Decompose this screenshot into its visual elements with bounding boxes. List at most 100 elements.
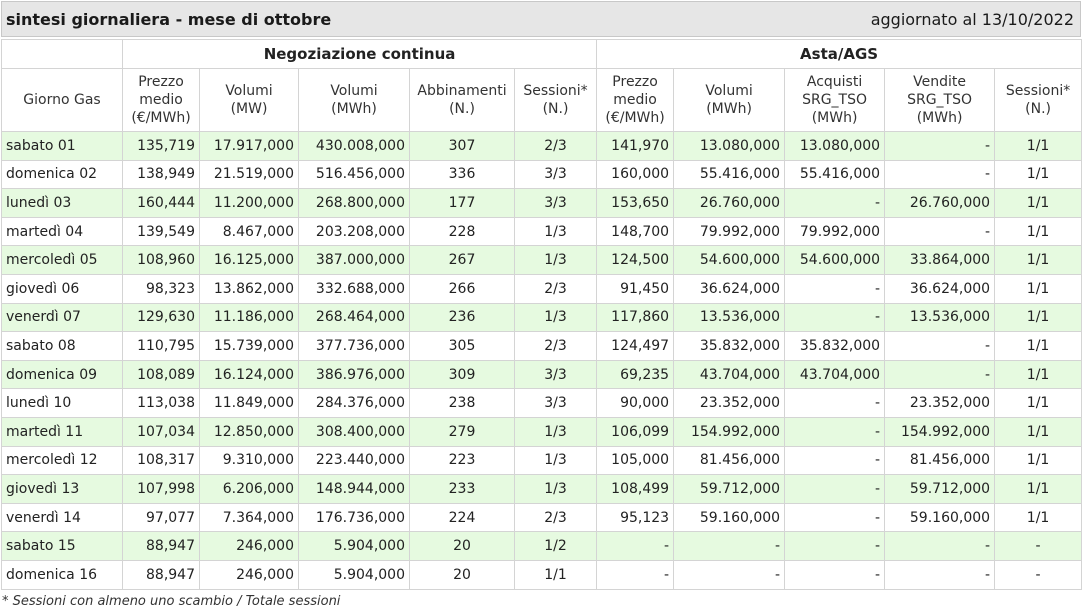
- cell-nc-vol-mwh: 5.904,000: [298, 531, 410, 561]
- table-row: venerdì 14 97,077 7.364,000 176.736,000 224 2…: [1, 502, 1083, 533]
- cell-nc-sessions: 1/3: [513, 216, 598, 247]
- cell-a-sessions: 1/1: [994, 245, 1083, 275]
- cell-day: domenica 09: [1, 359, 123, 390]
- cell-day: lunedì 03: [1, 188, 123, 218]
- cell-nc-price: 88,947: [122, 531, 200, 561]
- cell-a-buy: -: [784, 416, 886, 447]
- table-row: mercoledì 12 108,317 9.310,000 223.440,000 2…: [1, 445, 1083, 476]
- cell-a-sessions: 1/1: [994, 416, 1083, 447]
- cell-a-price: 95,123: [596, 502, 675, 533]
- cell-nc-price: 108,089: [122, 359, 200, 390]
- cell-nc-matches: 224: [409, 502, 515, 533]
- footnote: * Sessioni con almeno uno scambio / Tota…: [2, 594, 341, 609]
- cell-nc-vol-mwh: 268.464,000: [298, 302, 410, 333]
- column-header-a-vol-mwh: Volumi (MWh): [673, 68, 786, 132]
- column-header-day: Giorno Gas: [1, 68, 123, 132]
- cell-a-buy: 13.080,000: [784, 131, 886, 161]
- cell-a-price: 117,860: [596, 302, 675, 333]
- cell-a-vol-mwh: 35.832,000: [673, 331, 786, 361]
- cell-day: mercoledì 05: [1, 245, 123, 275]
- cell-a-sessions: 1/1: [994, 188, 1083, 218]
- cell-nc-vol-mwh: 516.456,000: [298, 159, 410, 190]
- cell-a-sessions: 1/1: [994, 445, 1083, 476]
- blank-header-cell: [1, 39, 123, 69]
- cell-nc-vol-mwh: 387.000,000: [298, 245, 410, 275]
- cell-a-sessions: 1/1: [994, 388, 1083, 418]
- table-row: domenica 16 88,947 246,000 5.904,000 20 1/1- -…: [1, 559, 1083, 590]
- column-header-nc-vol-mw: Volumi (MW): [199, 68, 299, 132]
- cell-nc-vol-mw: 6.206,000: [199, 474, 299, 504]
- cell-nc-price: 110,795: [122, 331, 200, 361]
- cell-day: lunedì 10: [1, 388, 123, 418]
- cell-nc-sessions: 1/3: [513, 445, 598, 476]
- cell-nc-sessions: 3/3: [513, 359, 598, 390]
- cell-a-price: -: [596, 531, 675, 561]
- cell-a-buy: -: [784, 474, 886, 504]
- cell-nc-matches: 20: [409, 531, 515, 561]
- cell-a-sell: 81.456,000: [884, 445, 996, 476]
- cell-nc-matches: 20: [409, 559, 515, 590]
- cell-a-sell: -: [884, 131, 996, 161]
- cell-a-vol-mwh: 26.760,000: [673, 188, 786, 218]
- cell-a-price: 105,000: [596, 445, 675, 476]
- table-row: giovedì 06 98,323 13.862,000 332.688,000 266…: [1, 273, 1083, 304]
- page-title: sintesi giornaliera - mese di ottobre: [6, 10, 332, 29]
- cell-nc-matches: 238: [409, 388, 515, 418]
- cell-nc-price: 107,998: [122, 474, 200, 504]
- cell-a-buy: -: [784, 388, 886, 418]
- table-row: lunedì 10 113,038 11.849,000 284.376,000 238…: [1, 388, 1083, 418]
- cell-day: sabato 08: [1, 331, 123, 361]
- cell-nc-price: 107,034: [122, 416, 200, 447]
- cell-a-sessions: 1/1: [994, 216, 1083, 247]
- cell-a-sessions: 1/1: [994, 359, 1083, 390]
- cell-nc-vol-mw: 16.125,000: [199, 245, 299, 275]
- cell-nc-sessions: 1/2: [513, 531, 598, 561]
- cell-a-buy: -: [784, 273, 886, 304]
- cell-a-buy: -: [784, 302, 886, 333]
- cell-a-sell: 23.352,000: [884, 388, 996, 418]
- cell-a-vol-mwh: -: [673, 531, 786, 561]
- cell-nc-sessions: 3/3: [513, 159, 598, 190]
- cell-nc-sessions: 2/3: [513, 331, 598, 361]
- cell-a-price: -: [596, 559, 675, 590]
- cell-nc-vol-mwh: 5.904,000: [298, 559, 410, 590]
- cell-a-vol-mwh: 54.600,000: [673, 245, 786, 275]
- cell-nc-matches: 223: [409, 445, 515, 476]
- cell-nc-matches: 266: [409, 273, 515, 304]
- cell-a-sessions: 1/1: [994, 131, 1083, 161]
- cell-nc-matches: 336: [409, 159, 515, 190]
- cell-a-price: 69,235: [596, 359, 675, 390]
- cell-a-sessions: 1/1: [994, 302, 1083, 333]
- cell-a-sell: 59.712,000: [884, 474, 996, 504]
- table-row: domenica 09 108,089 16.124,000 386.976,000 3…: [1, 359, 1083, 390]
- table-row: sabato 01 135,719 17.917,000 430.008,000 307…: [1, 131, 1083, 161]
- cell-day: giovedì 13: [1, 474, 123, 504]
- cell-a-sell: 26.760,000: [884, 188, 996, 218]
- cell-nc-matches: 233: [409, 474, 515, 504]
- cell-a-vol-mwh: 13.080,000: [673, 131, 786, 161]
- cell-day: venerdì 14: [1, 502, 123, 533]
- cell-nc-price: 138,949: [122, 159, 200, 190]
- table-row: mercoledì 05 108,960 16.125,000 387.000,000…: [1, 245, 1083, 275]
- cell-a-buy: 79.992,000: [784, 216, 886, 247]
- cell-nc-vol-mw: 21.519,000: [199, 159, 299, 190]
- cell-nc-sessions: 1/3: [513, 474, 598, 504]
- cell-nc-matches: 279: [409, 416, 515, 447]
- cell-nc-vol-mw: 17.917,000: [199, 131, 299, 161]
- cell-nc-sessions: 2/3: [513, 502, 598, 533]
- cell-nc-vol-mwh: 430.008,000: [298, 131, 410, 161]
- column-header-nc-vol-mwh: Volumi (MWh): [298, 68, 410, 132]
- cell-nc-price: 97,077: [122, 502, 200, 533]
- cell-a-price: 91,450: [596, 273, 675, 304]
- cell-a-sell: 33.864,000: [884, 245, 996, 275]
- cell-a-vol-mwh: 81.456,000: [673, 445, 786, 476]
- cell-day: domenica 02: [1, 159, 123, 190]
- daily-summary-table: Negoziazione continua Asta/AGS Giorno Ga…: [1, 39, 1083, 590]
- cell-a-buy: -: [784, 559, 886, 590]
- cell-nc-vol-mwh: 148.944,000: [298, 474, 410, 504]
- cell-nc-matches: 228: [409, 216, 515, 247]
- cell-a-vol-mwh: 13.536,000: [673, 302, 786, 333]
- cell-nc-price: 98,323: [122, 273, 200, 304]
- column-header-nc-matches: Abbinamenti (N.): [409, 68, 515, 132]
- cell-a-sell: 59.160,000: [884, 502, 996, 533]
